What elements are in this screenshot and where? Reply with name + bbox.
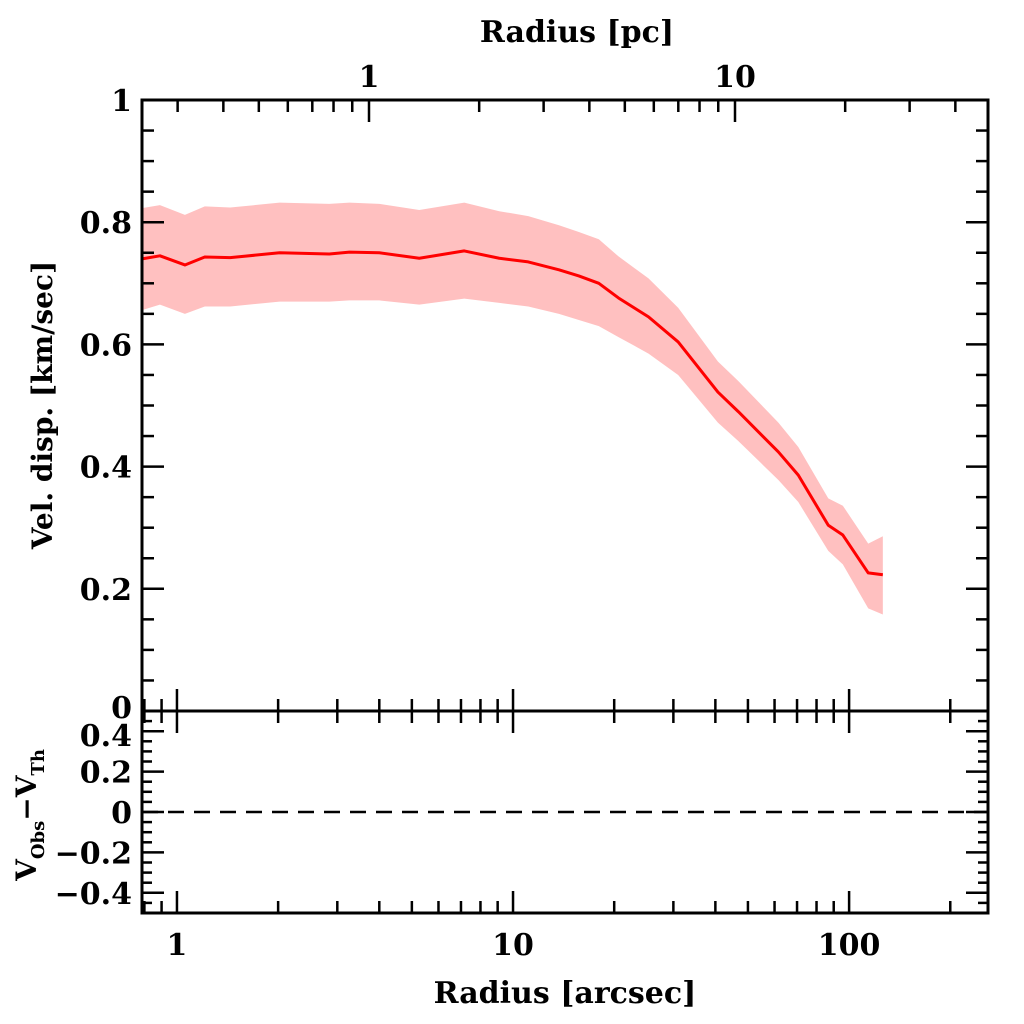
svg-text:VObs−VTh: VObs−VTh (10, 749, 49, 882)
y-tick-label: 0 (111, 691, 132, 726)
residual-label-obs: Obs (28, 821, 49, 859)
bottom-x-axis-title: Radius [arcsec] (434, 976, 697, 1011)
y-tick-label: 1 (111, 84, 132, 119)
y-tick-label: 0.6 (80, 328, 132, 363)
top-x-tick-label: 10 (714, 60, 756, 95)
residual-label-v: V (10, 858, 43, 882)
residual-y-tick-label: −0.4 (55, 877, 132, 912)
upper-panel-frame (140, 98, 990, 713)
error-band (142, 202, 883, 615)
y-axis-title: Vel. disp. [km/sec] (26, 261, 59, 551)
residual-label-minus-v: −V (10, 774, 43, 820)
residual-y-tick-label: 0.4 (80, 719, 132, 754)
y-tick-label: 0.8 (80, 206, 132, 241)
x-tick-label: 100 (818, 928, 881, 963)
x-tick-label: 1 (167, 928, 188, 963)
velocity-dispersion-line (141, 249, 884, 577)
residual-y-axis-title: VObs−VTh (10, 749, 49, 882)
top-x-axis-title: Radius [pc] (480, 15, 674, 50)
x-tick-label: 10 (492, 928, 534, 963)
y-tick-label: 0.2 (80, 573, 132, 608)
top-x-tick-label: 1 (359, 60, 380, 95)
residual-y-tick-label: −0.2 (55, 836, 132, 871)
residual-y-tick-label: 0 (111, 796, 132, 831)
y-tick-label: 0.4 (80, 451, 132, 486)
residual-label-th: Th (28, 749, 49, 775)
residual-y-tick-label: 0.2 (80, 756, 132, 791)
